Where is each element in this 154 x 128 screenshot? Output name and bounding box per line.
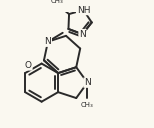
Text: O: O bbox=[25, 61, 32, 70]
Text: N: N bbox=[84, 78, 91, 87]
Text: N: N bbox=[45, 37, 51, 46]
Text: CH₃: CH₃ bbox=[81, 102, 94, 108]
Text: CH₃: CH₃ bbox=[50, 0, 63, 4]
Text: NH: NH bbox=[77, 6, 90, 14]
Text: N: N bbox=[79, 30, 86, 39]
